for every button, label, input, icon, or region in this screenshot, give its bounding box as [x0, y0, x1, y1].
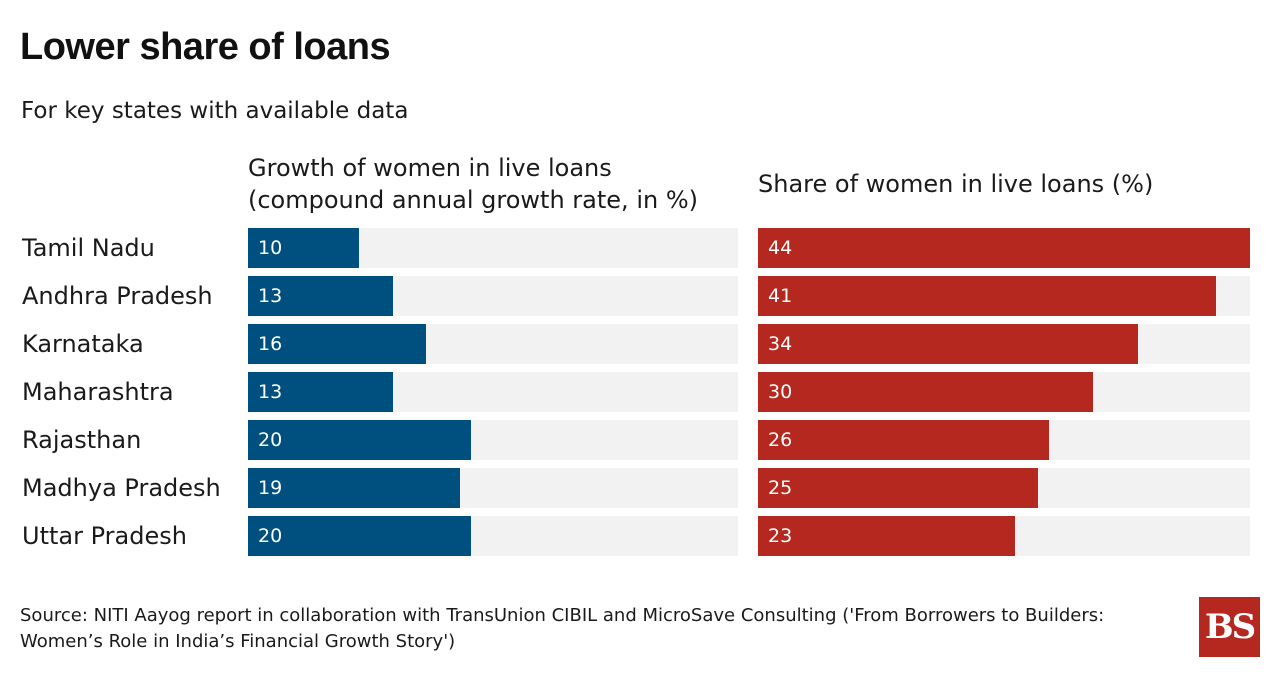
growth-value-label-maharashtra: 13 [258, 381, 283, 403]
share-value-label-maharashtra: 30 [768, 381, 793, 403]
growth-value-label-madhya-pradesh: 19 [258, 477, 283, 499]
growth-value-label-tamil-nadu: 10 [258, 237, 283, 259]
state-label-rajasthan: Rajasthan [22, 426, 142, 454]
growth-track-uttar-pradesh: 20 [248, 516, 738, 556]
growth-track-andhra-pradesh: 13 [248, 276, 738, 316]
source-note: Source: NITI Aayog report in collaborati… [20, 605, 1105, 652]
share-bar-madhya-pradesh: 25 [758, 468, 1038, 508]
state-label-uttar-pradesh: Uttar Pradesh [22, 522, 187, 550]
share-bar-andhra-pradesh: 41 [758, 276, 1216, 316]
growth-track-maharashtra: 13 [248, 372, 738, 412]
growth-value-label-karnataka: 16 [258, 333, 283, 355]
share-bar-rajasthan: 26 [758, 420, 1049, 460]
state-label-andhra-pradesh: Andhra Pradesh [22, 282, 213, 310]
business-standard-logo: BS [1199, 597, 1260, 657]
share-bar-uttar-pradesh: 23 [758, 516, 1015, 556]
share-track-maharashtra: 30 [758, 372, 1250, 412]
growth-bar-rajasthan: 20 [248, 420, 471, 460]
share-bar-tamil-nadu: 44 [758, 228, 1250, 268]
share-value-label-andhra-pradesh: 41 [768, 285, 793, 307]
growth-bar-uttar-pradesh: 20 [248, 516, 471, 556]
chart-subtitle: For key states with available data [21, 98, 409, 124]
state-label-madhya-pradesh: Madhya Pradesh [22, 474, 221, 502]
share-track-rajasthan: 26 [758, 420, 1250, 460]
share-panel-header: Share of women in live loans (%) [758, 170, 1154, 198]
share-track-tamil-nadu: 44 [758, 228, 1250, 268]
growth-bar-karnataka: 16 [248, 324, 426, 364]
growth-track-madhya-pradesh: 19 [248, 468, 738, 508]
share-value-label-karnataka: 34 [768, 333, 793, 355]
state-label-maharashtra: Maharashtra [22, 378, 174, 406]
growth-header-line-1: Growth of women in live loans [248, 154, 612, 182]
growth-track-rajasthan: 20 [248, 420, 738, 460]
growth-value-label-andhra-pradesh: 13 [258, 285, 283, 307]
share-bar-maharashtra: 30 [758, 372, 1093, 412]
growth-panel-header: Growth of women in live loans (compound … [248, 152, 738, 216]
share-value-label-madhya-pradesh: 25 [768, 477, 793, 499]
share-bar-karnataka: 34 [758, 324, 1138, 364]
growth-bar-maharashtra: 13 [248, 372, 393, 412]
growth-bar-tamil-nadu: 10 [248, 228, 359, 268]
share-value-label-uttar-pradesh: 23 [768, 525, 793, 547]
state-label-tamil-nadu: Tamil Nadu [22, 234, 155, 262]
chart-title: Lower share of loans [20, 26, 391, 68]
growth-track-karnataka: 16 [248, 324, 738, 364]
growth-track-tamil-nadu: 10 [248, 228, 738, 268]
share-track-madhya-pradesh: 25 [758, 468, 1250, 508]
share-track-karnataka: 34 [758, 324, 1250, 364]
growth-value-label-rajasthan: 20 [258, 429, 283, 451]
share-value-label-tamil-nadu: 44 [768, 237, 793, 259]
share-track-andhra-pradesh: 41 [758, 276, 1250, 316]
growth-bar-madhya-pradesh: 19 [248, 468, 460, 508]
share-value-label-rajasthan: 26 [768, 429, 793, 451]
growth-bar-andhra-pradesh: 13 [248, 276, 393, 316]
state-label-karnataka: Karnataka [22, 330, 144, 358]
share-track-uttar-pradesh: 23 [758, 516, 1250, 556]
growth-header-line-2: (compound annual growth rate, in %) [248, 186, 698, 214]
growth-value-label-uttar-pradesh: 20 [258, 525, 283, 547]
